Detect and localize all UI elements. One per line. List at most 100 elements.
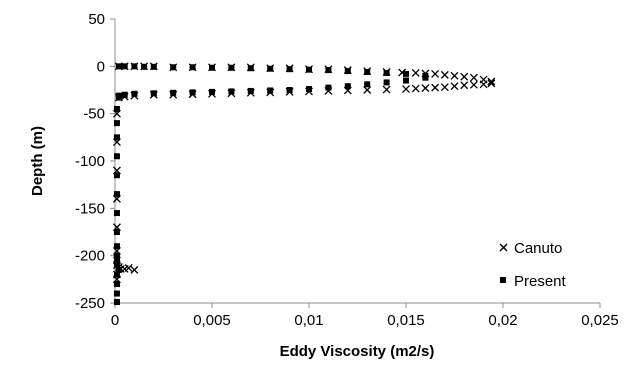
data-point-present bbox=[364, 81, 371, 88]
data-point-present bbox=[344, 68, 351, 75]
data-point-present bbox=[113, 258, 120, 265]
data-point-canuto bbox=[124, 264, 133, 272]
data-point-present bbox=[209, 88, 215, 95]
data-point-present bbox=[170, 64, 177, 71]
legend-item-present: Present bbox=[500, 273, 567, 290]
data-point-canuto bbox=[402, 85, 410, 94]
data-point-canuto bbox=[421, 84, 430, 93]
data-point-canuto bbox=[130, 265, 139, 274]
data-point-present bbox=[113, 105, 120, 112]
data-point-present bbox=[422, 74, 429, 81]
legend-label-canuto: Canuto bbox=[514, 240, 562, 257]
data-point-present bbox=[267, 65, 274, 72]
data-point-canuto bbox=[450, 82, 459, 91]
data-point-present bbox=[403, 70, 409, 77]
legend-marker-canuto bbox=[499, 243, 508, 252]
data-point-present bbox=[286, 66, 293, 73]
data-point-present bbox=[131, 90, 138, 97]
data-point-present bbox=[247, 65, 254, 72]
data-point-present bbox=[113, 172, 120, 179]
data-point-present bbox=[306, 86, 312, 93]
data-point-present bbox=[113, 134, 120, 141]
series-present bbox=[113, 63, 429, 306]
x-tick-label: 0,02 bbox=[488, 312, 517, 329]
y-ticks: 50 0 -50 -100 -150 -200 -250 bbox=[75, 11, 115, 312]
y-tick-label: -50 bbox=[83, 106, 105, 123]
y-axis-title: Depth (m) bbox=[29, 126, 46, 196]
data-point-present bbox=[113, 210, 120, 217]
data-point-present bbox=[113, 229, 120, 235]
data-point-present bbox=[113, 299, 120, 306]
data-point-present bbox=[189, 89, 196, 96]
data-point-canuto bbox=[431, 83, 440, 92]
data-point-canuto bbox=[460, 72, 469, 81]
x-ticks: 0 0,005 0,01 0,015 0,02 0,025 bbox=[111, 303, 619, 329]
data-point-present bbox=[247, 87, 254, 94]
data-point-present bbox=[150, 90, 157, 97]
data-point-present bbox=[113, 153, 120, 160]
x-tick-label: 0 bbox=[111, 312, 119, 329]
data-point-present bbox=[344, 83, 351, 90]
data-point-canuto bbox=[411, 84, 420, 93]
data-point-canuto bbox=[469, 73, 478, 82]
data-point-canuto bbox=[382, 85, 391, 94]
data-point-present bbox=[209, 64, 215, 71]
x-tick-label: 0,025 bbox=[581, 312, 619, 329]
data-point-present bbox=[115, 94, 122, 101]
data-point-present bbox=[121, 91, 128, 98]
data-point-present bbox=[113, 262, 120, 269]
plot-area bbox=[112, 62, 496, 306]
data-point-present bbox=[113, 281, 120, 288]
y-tick-label: -150 bbox=[75, 200, 105, 217]
data-point-present bbox=[383, 79, 390, 86]
data-point-present bbox=[228, 64, 235, 71]
x-tick-label: 0,01 bbox=[294, 312, 323, 329]
data-point-present bbox=[113, 252, 120, 259]
data-point-canuto bbox=[363, 86, 372, 94]
legend-marker-present bbox=[500, 277, 506, 283]
data-point-canuto bbox=[450, 71, 459, 80]
x-axis: 0 0,005 0,01 0,015 0,02 0,025 bbox=[111, 302, 619, 329]
data-point-present bbox=[113, 191, 120, 198]
y-tick-label: -250 bbox=[75, 295, 105, 312]
y-tick-label: 0 bbox=[97, 58, 105, 75]
data-point-present bbox=[141, 63, 148, 70]
data-point-present bbox=[403, 77, 409, 84]
data-point-present bbox=[113, 271, 120, 278]
data-point-present bbox=[286, 87, 293, 93]
data-point-present bbox=[131, 63, 138, 70]
data-point-canuto bbox=[469, 80, 478, 89]
data-point-present bbox=[113, 243, 120, 250]
data-point-canuto bbox=[479, 80, 488, 89]
data-point-present bbox=[121, 63, 128, 70]
data-point-canuto bbox=[460, 81, 469, 90]
data-point-present bbox=[189, 64, 196, 71]
data-point-canuto bbox=[411, 69, 420, 77]
data-point-canuto bbox=[440, 83, 449, 92]
y-tick-label: -200 bbox=[75, 248, 105, 265]
x-tick-label: 0,015 bbox=[387, 312, 425, 329]
data-point-present bbox=[228, 88, 235, 95]
data-point-present bbox=[115, 266, 122, 273]
data-point-present bbox=[150, 63, 157, 70]
data-point-canuto bbox=[431, 69, 440, 78]
data-point-present bbox=[383, 69, 390, 76]
x-tick-label: 0,005 bbox=[193, 312, 231, 329]
data-point-canuto bbox=[487, 77, 496, 86]
data-point-present bbox=[113, 120, 120, 127]
x-axis-title: Eddy Viscosity (m2/s) bbox=[280, 343, 435, 360]
y-tick-label: -100 bbox=[75, 153, 105, 170]
data-point-canuto bbox=[440, 70, 449, 79]
data-point-present bbox=[325, 84, 332, 91]
legend-item-canuto: Canuto bbox=[499, 240, 562, 257]
data-point-present bbox=[113, 290, 120, 297]
legend: Canuto Present bbox=[499, 240, 567, 290]
y-axis: 50 0 -50 -100 -150 -200 -250 bbox=[75, 11, 116, 312]
data-point-present bbox=[325, 67, 332, 74]
data-point-present bbox=[364, 69, 371, 76]
data-point-canuto bbox=[487, 79, 496, 88]
legend-label-present: Present bbox=[514, 273, 567, 290]
y-tick-label: 50 bbox=[88, 11, 105, 28]
data-point-present bbox=[306, 66, 312, 73]
